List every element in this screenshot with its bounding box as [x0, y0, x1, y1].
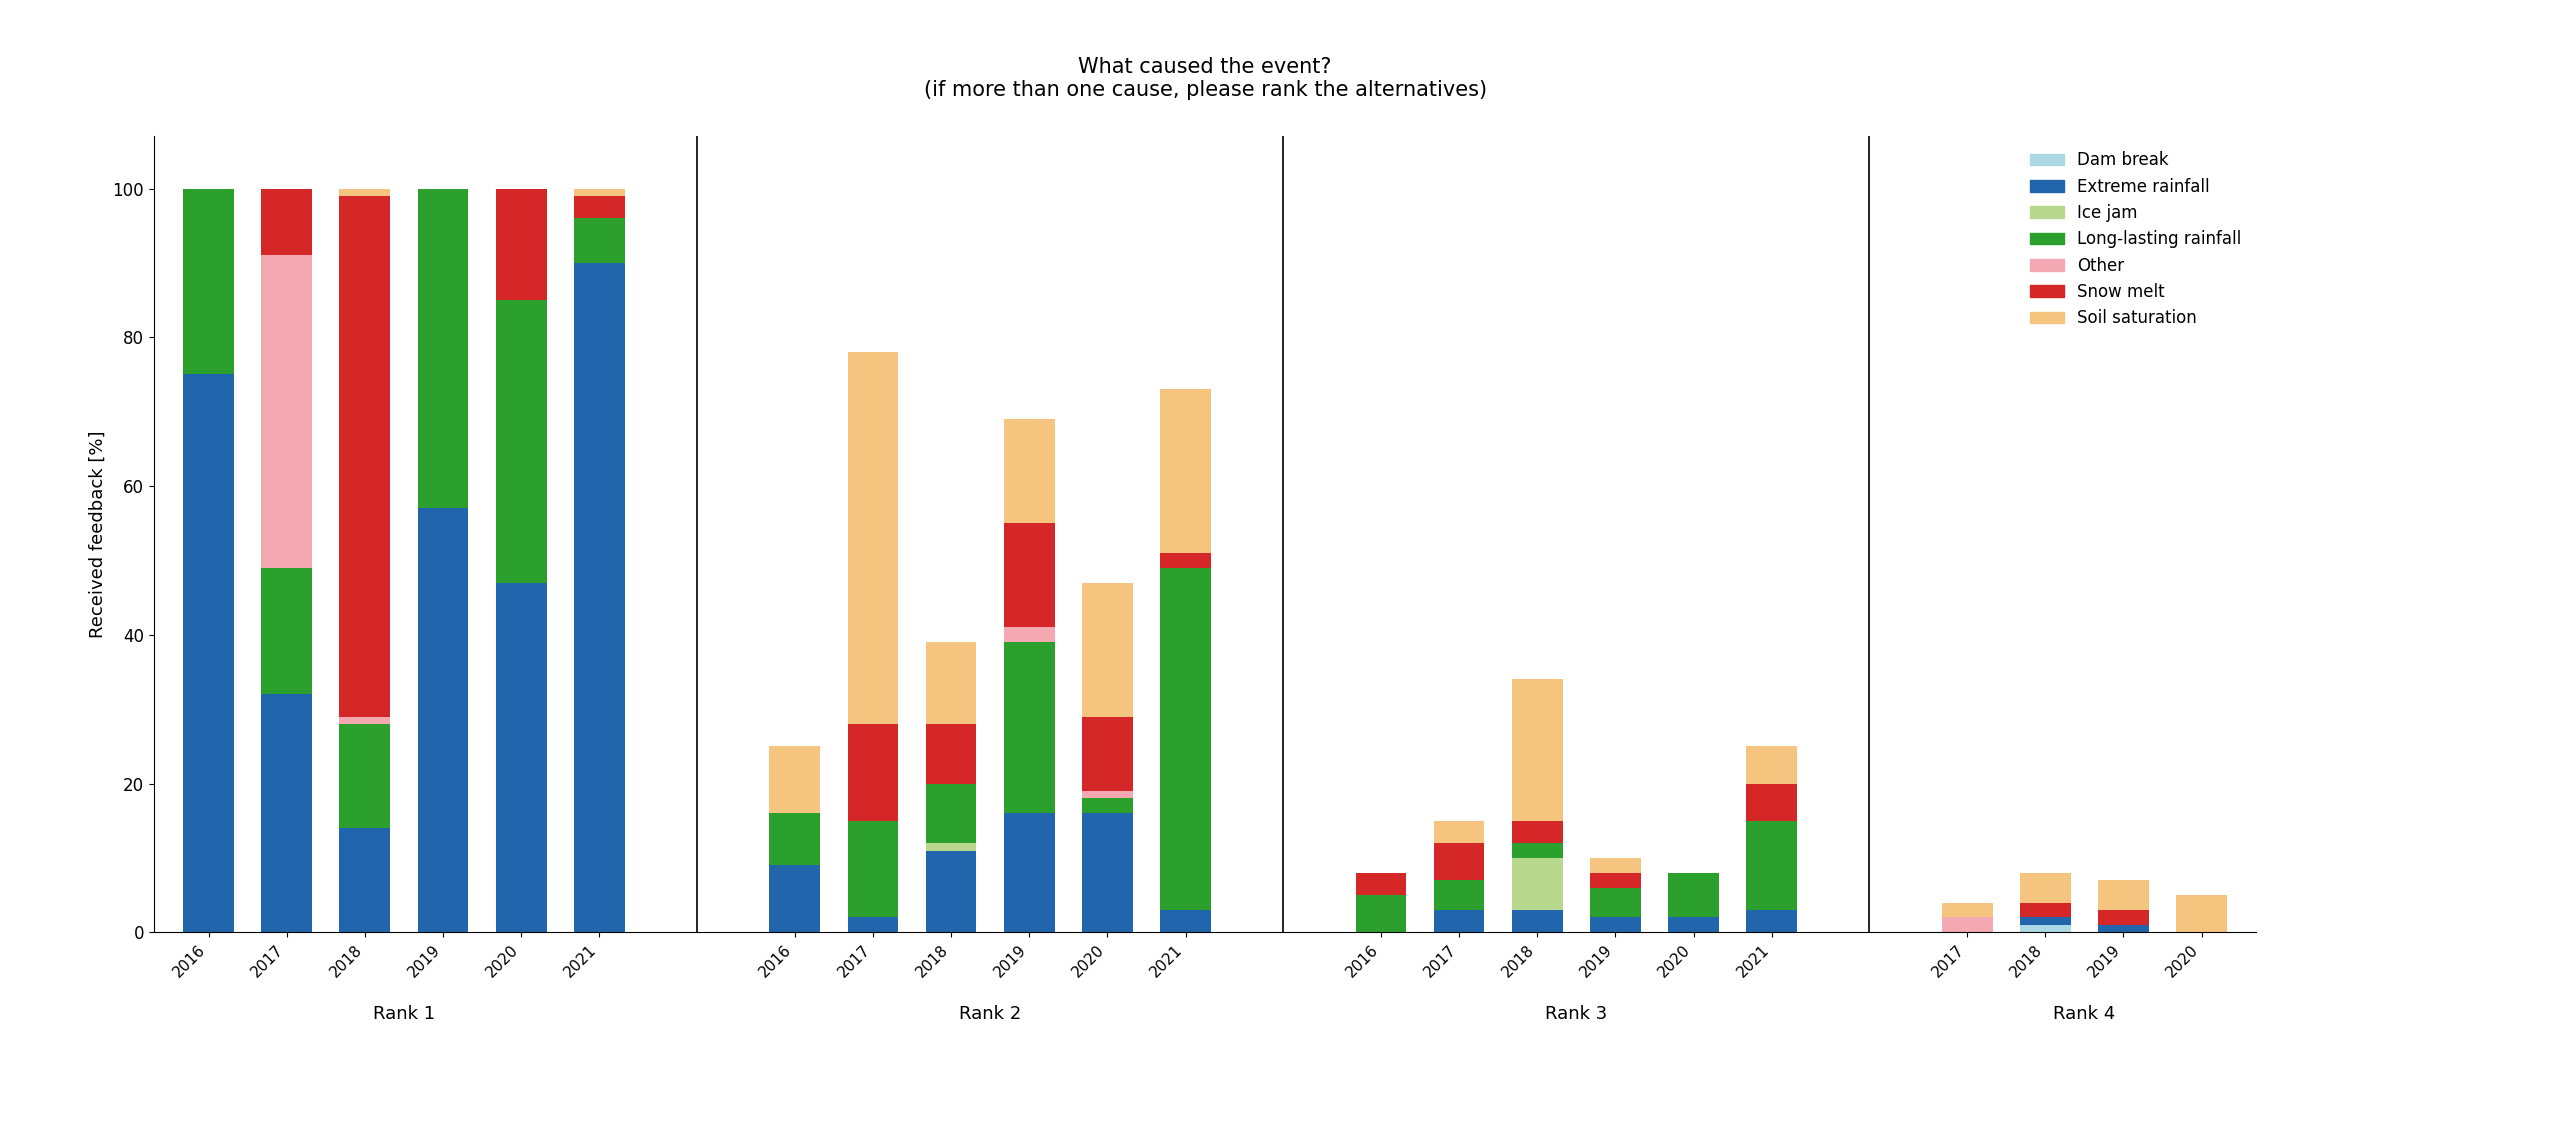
Bar — [1590, 873, 1641, 888]
Legend: Dam break, Extreme rainfall, Ice jam, Long-lasting rainfall, Other, Snow melt, S: Dam break, Extreme rainfall, Ice jam, Lo… — [2023, 144, 2249, 334]
Bar — [1746, 746, 1797, 783]
Bar — [1746, 821, 1797, 910]
Bar — [1433, 821, 1485, 843]
Bar — [2177, 895, 2228, 932]
Bar — [926, 843, 977, 850]
Bar — [849, 918, 897, 932]
Bar — [1356, 873, 1405, 895]
Bar — [1590, 858, 1641, 873]
Bar — [1433, 843, 1485, 880]
Bar — [338, 189, 390, 196]
Bar — [1513, 843, 1561, 858]
Bar — [262, 256, 313, 567]
Bar — [2020, 903, 2072, 918]
Bar — [338, 196, 390, 716]
Bar — [926, 850, 977, 932]
Bar — [849, 821, 897, 918]
Bar — [182, 374, 233, 932]
Bar — [2097, 910, 2149, 924]
Bar — [1433, 880, 1485, 910]
Bar — [338, 716, 390, 724]
Bar — [574, 263, 626, 932]
Bar — [495, 583, 546, 932]
Bar — [1159, 567, 1210, 910]
Bar — [1513, 680, 1561, 821]
Bar — [2097, 880, 2149, 910]
Bar — [1746, 910, 1797, 932]
Bar — [418, 508, 469, 932]
Bar — [1590, 888, 1641, 918]
Bar — [182, 189, 233, 374]
Bar — [262, 695, 313, 932]
Bar — [262, 189, 313, 256]
Text: Rank 3: Rank 3 — [1546, 1005, 1608, 1022]
Bar — [1356, 895, 1405, 932]
Bar — [1005, 628, 1054, 642]
Bar — [926, 783, 977, 843]
Bar — [418, 189, 469, 508]
Bar — [338, 828, 390, 932]
Bar — [1082, 798, 1133, 813]
Bar — [2020, 918, 2072, 924]
Bar — [495, 189, 546, 300]
Bar — [1513, 821, 1561, 843]
Title: What caused the event?
(if more than one cause, please rank the alternatives): What caused the event? (if more than one… — [923, 57, 1487, 100]
Bar — [849, 724, 897, 821]
Bar — [1433, 910, 1485, 932]
Bar — [1669, 918, 1718, 932]
Bar — [2020, 873, 2072, 903]
Bar — [1590, 918, 1641, 932]
Bar — [1082, 716, 1133, 791]
Bar — [2020, 924, 2072, 932]
Bar — [574, 218, 626, 263]
Bar — [1005, 420, 1054, 523]
Bar — [574, 189, 626, 196]
Bar — [338, 724, 390, 828]
Y-axis label: Received feedback [%]: Received feedback [%] — [90, 431, 108, 638]
Bar — [1159, 389, 1210, 553]
Bar — [926, 724, 977, 783]
Bar — [1005, 523, 1054, 628]
Bar — [1513, 910, 1561, 932]
Bar — [1005, 813, 1054, 932]
Bar — [1941, 903, 1992, 918]
Bar — [1513, 858, 1561, 910]
Bar — [1082, 583, 1133, 716]
Bar — [1159, 910, 1210, 932]
Bar — [1669, 873, 1718, 918]
Text: Rank 2: Rank 2 — [959, 1005, 1020, 1022]
Bar — [262, 567, 313, 695]
Bar — [769, 865, 820, 932]
Bar — [1082, 813, 1133, 932]
Bar — [1941, 918, 1992, 932]
Bar — [574, 196, 626, 218]
Bar — [1082, 791, 1133, 798]
Text: Rank 1: Rank 1 — [372, 1005, 436, 1022]
Bar — [1746, 783, 1797, 821]
Bar — [1159, 553, 1210, 567]
Bar — [1005, 642, 1054, 813]
Bar — [495, 300, 546, 583]
Bar — [849, 352, 897, 724]
Bar — [769, 813, 820, 865]
Bar — [2097, 924, 2149, 932]
Text: Rank 4: Rank 4 — [2054, 1005, 2115, 1022]
Bar — [769, 746, 820, 813]
Bar — [926, 642, 977, 724]
